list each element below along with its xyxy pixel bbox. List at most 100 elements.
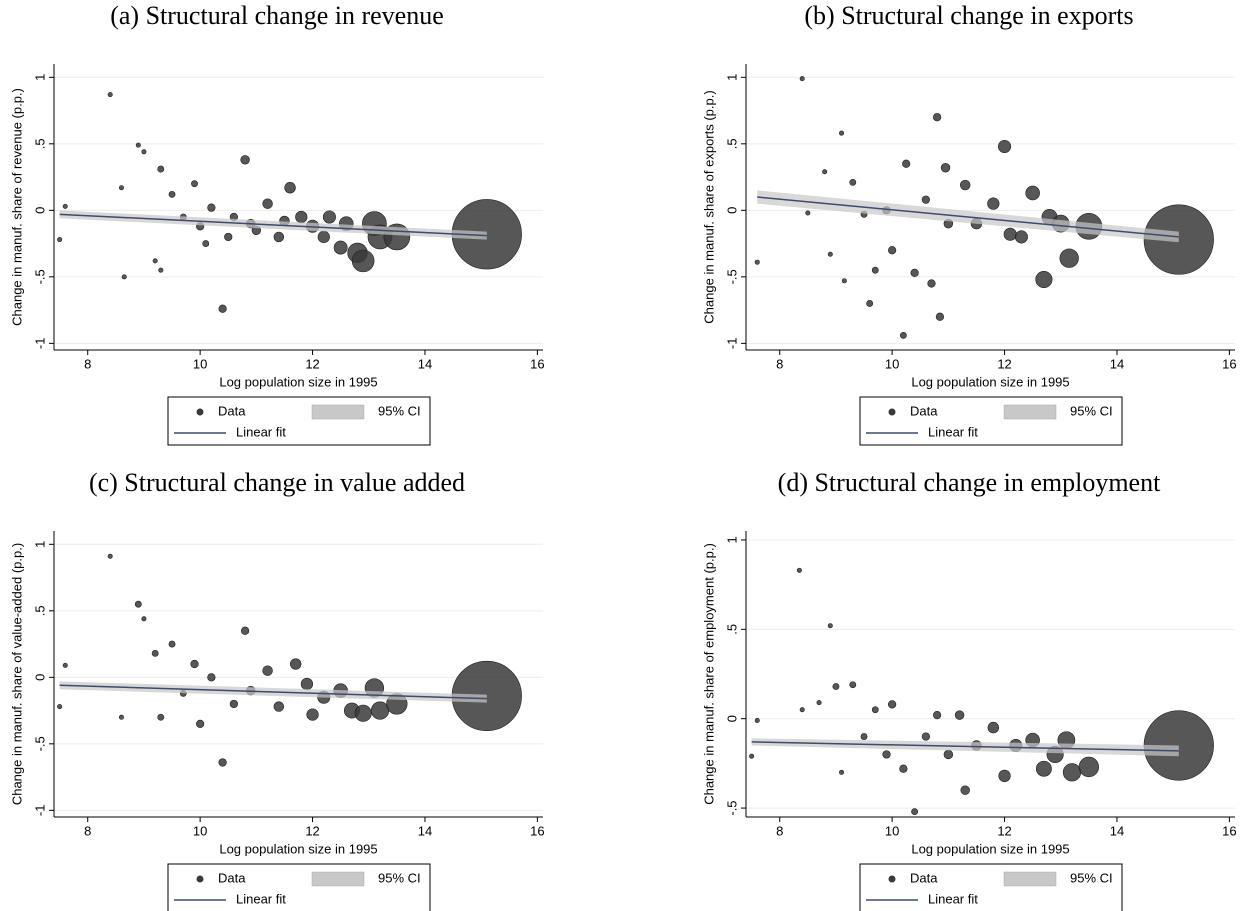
data-point xyxy=(816,700,822,706)
x-tick-label: 16 xyxy=(530,356,544,371)
data-point xyxy=(960,785,970,795)
confidence-band xyxy=(751,738,1179,757)
data-point xyxy=(202,240,210,247)
data-point xyxy=(135,142,141,148)
data-point xyxy=(871,266,879,274)
y-axis-label: Change in manuf. share of value-added (p… xyxy=(9,543,24,805)
data-point xyxy=(822,169,828,175)
x-tick-label: 12 xyxy=(997,356,1011,371)
y-tick-label: 1 xyxy=(32,541,47,548)
x-tick-label: 8 xyxy=(84,356,91,371)
data-point xyxy=(191,180,198,188)
data-point xyxy=(1035,760,1052,777)
data-point xyxy=(207,673,216,682)
data-point xyxy=(158,267,164,273)
data-point xyxy=(832,683,840,690)
data-point xyxy=(141,616,147,622)
x-tick-label: 16 xyxy=(1222,823,1236,838)
y-tick-label: 0 xyxy=(724,207,739,214)
data-point xyxy=(370,701,390,720)
data-point xyxy=(827,623,833,629)
data-point xyxy=(754,259,760,265)
data-point xyxy=(351,249,375,273)
panel-title: (c) Structural change in value added xyxy=(89,468,465,497)
data-point xyxy=(1003,227,1017,241)
data-point xyxy=(224,232,233,242)
x-tick-label: 8 xyxy=(776,356,783,371)
data-point xyxy=(839,130,845,136)
data-point xyxy=(306,708,319,721)
data-point xyxy=(987,197,1000,210)
y-axis-label: Change in manuf. share of revenue (p.p.) xyxy=(9,88,24,326)
legend-label: 95% CI xyxy=(378,403,421,418)
x-tick-label: 10 xyxy=(193,823,207,838)
data-point xyxy=(107,553,113,559)
data-point xyxy=(888,246,897,255)
data-point xyxy=(849,681,857,689)
data-point xyxy=(290,658,302,670)
data-point xyxy=(218,758,227,767)
panel-title: (b) Structural change in exports xyxy=(804,1,1133,30)
data-point xyxy=(152,258,158,264)
data-point xyxy=(134,600,142,608)
data-point xyxy=(1078,756,1100,778)
legend-box xyxy=(859,396,1123,446)
data-point xyxy=(998,139,1012,153)
data-point xyxy=(871,706,879,714)
y-tick-label: .5 xyxy=(32,138,47,149)
data-point xyxy=(839,769,845,775)
y-tick-label: -.5 xyxy=(32,269,47,284)
x-tick-label: 14 xyxy=(1110,823,1124,838)
legend-label: 95% CI xyxy=(378,870,421,885)
x-tick-label: 10 xyxy=(193,356,207,371)
data-point xyxy=(157,713,165,721)
y-tick-label: .5 xyxy=(724,624,739,635)
y-tick-label: .5 xyxy=(724,138,739,149)
legend-label: Linear fit xyxy=(236,891,286,906)
data-point xyxy=(888,700,897,709)
data-point xyxy=(262,665,273,676)
data-point xyxy=(1062,763,1082,782)
data-point xyxy=(118,714,124,720)
data-point xyxy=(207,203,216,212)
legend-ci-symbol xyxy=(311,871,365,887)
data-point xyxy=(1025,185,1040,201)
data-point xyxy=(805,210,811,216)
data-point xyxy=(998,769,1011,783)
data-point xyxy=(57,704,63,710)
y-tick-label: 0 xyxy=(724,715,739,722)
data-point xyxy=(902,159,911,168)
data-point xyxy=(866,300,874,307)
data-point xyxy=(118,185,124,191)
x-axis-label: Log population size in 1995 xyxy=(219,841,377,856)
y-axis-label: Change in manuf. share of employment (p.… xyxy=(701,543,716,805)
data-point xyxy=(273,231,285,243)
data-point xyxy=(354,704,372,722)
data-point xyxy=(62,203,68,209)
y-tick-label: -.5 xyxy=(724,269,739,284)
data-point xyxy=(749,753,755,759)
data-point xyxy=(954,710,965,720)
data-point xyxy=(882,750,891,759)
data-point xyxy=(860,733,868,740)
data-point xyxy=(240,155,250,165)
legend-data-symbol xyxy=(196,875,204,883)
data-point xyxy=(899,331,907,339)
data-point xyxy=(295,210,308,224)
x-tick-label: 16 xyxy=(530,823,544,838)
data-point xyxy=(910,268,919,277)
x-tick-label: 14 xyxy=(418,356,432,371)
data-point xyxy=(62,662,68,668)
data-point xyxy=(284,182,296,194)
data-point xyxy=(754,717,760,723)
data-point xyxy=(959,179,971,191)
legend-label: Linear fit xyxy=(928,891,978,906)
data-point xyxy=(841,278,847,284)
legend-label: Linear fit xyxy=(928,424,978,439)
y-tick-label: .5 xyxy=(32,605,47,616)
legend-label: Data xyxy=(218,870,246,885)
y-tick-label: 0 xyxy=(32,207,47,214)
panel-title: (a) Structural change in revenue xyxy=(110,1,444,30)
data-point xyxy=(987,721,999,734)
